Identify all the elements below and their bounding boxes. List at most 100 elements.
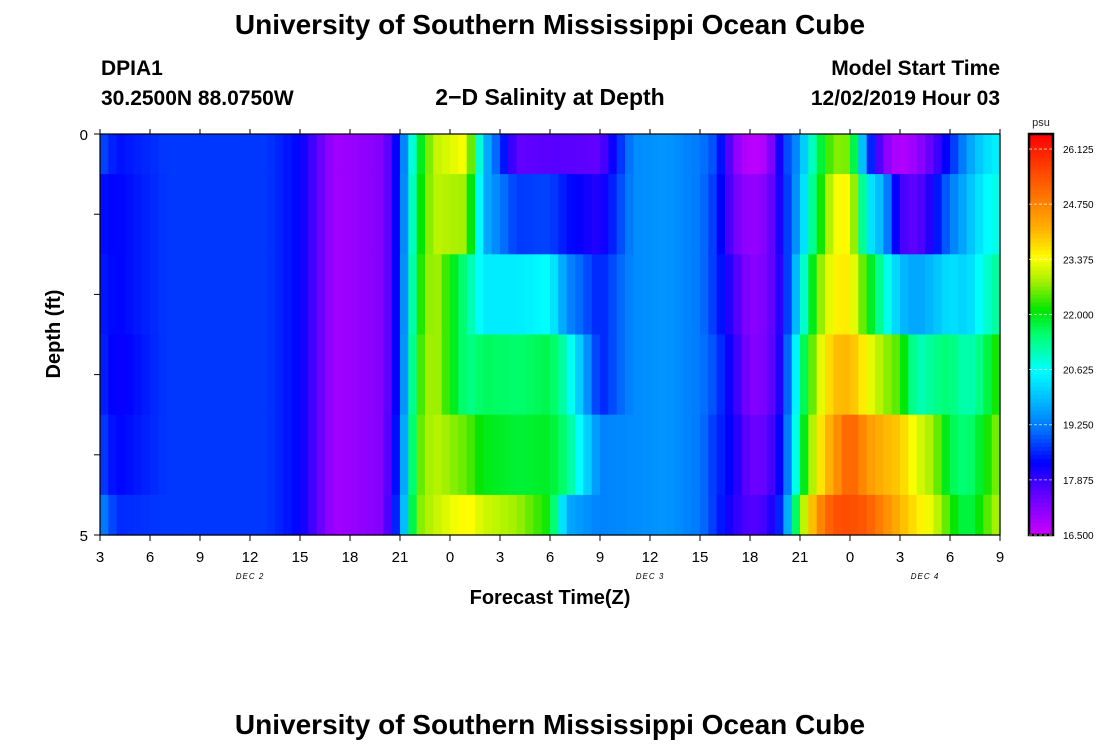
heatmap-cell (491, 134, 501, 175)
heatmap-cell (458, 254, 468, 336)
heatmap-cell (208, 254, 218, 336)
heatmap-cell (375, 254, 384, 336)
heatmap-cell (700, 174, 709, 255)
heatmap-cell (408, 254, 418, 336)
heatmap-cell (141, 254, 151, 336)
heatmap-cell (841, 334, 851, 416)
heatmap-cell (641, 334, 651, 416)
heatmap-cell (908, 414, 918, 496)
heatmap-cell (333, 174, 343, 255)
colorbar-swatch (1029, 526, 1053, 532)
heatmap-cell (625, 334, 634, 416)
heatmap-cell (758, 334, 768, 416)
heatmap-cell (816, 174, 826, 255)
heatmap-cell (466, 174, 476, 255)
heatmap-cell (933, 254, 943, 336)
heatmap-cell (750, 494, 759, 536)
heatmap-cell (450, 334, 459, 416)
heatmap-cell (433, 414, 443, 496)
heatmap-cell (566, 174, 576, 255)
colorbar-swatch (1029, 326, 1053, 332)
heatmap-cell (216, 174, 226, 255)
heatmap-cell (750, 174, 759, 255)
colorbar-swatch (1029, 502, 1053, 508)
colorbar-swatch (1029, 246, 1053, 251)
x-tick-label: 15 (692, 549, 709, 566)
colorbar-swatch (1029, 378, 1053, 384)
heatmap-cell (675, 494, 684, 536)
heatmap-cell (775, 134, 784, 175)
heatmap-cell (533, 254, 543, 336)
heatmap-cell (600, 134, 609, 175)
heatmap-cell (208, 174, 218, 255)
heatmap-cell (841, 494, 851, 536)
heatmap-cell (525, 174, 534, 255)
x-tick-label: 6 (146, 549, 154, 566)
heatmap-cell (216, 254, 226, 336)
heatmap-cell (666, 414, 676, 496)
heatmap-cell (633, 174, 643, 255)
heatmap-cell (500, 174, 509, 255)
heatmap-cell (691, 134, 701, 175)
heatmap-cell (258, 334, 268, 416)
heatmap-cell (908, 334, 918, 416)
heatmap-cell (250, 254, 259, 336)
heatmap-cell (566, 334, 576, 416)
heatmap-cell (241, 134, 251, 175)
colorbar-swatch (1029, 178, 1053, 183)
footer-title: University of Southern Mississippi Ocean… (234, 709, 866, 740)
heatmap-cell (933, 134, 943, 175)
heatmap-cell (950, 174, 959, 255)
heatmap-cell (575, 254, 584, 336)
heatmap-cell (883, 494, 893, 536)
heatmap-cell (316, 494, 326, 536)
x-tick-label: 9 (196, 549, 204, 566)
heatmap-cell (800, 254, 809, 336)
heatmap-cell (116, 334, 126, 416)
heatmap-cell (175, 334, 184, 416)
colorbar: psu 26.125 24.750 23.375 22.000 20.625 19.250… (1027, 117, 1094, 542)
heatmap-cell (108, 334, 118, 416)
colorbar-tick-label: 19.250 (1063, 421, 1094, 432)
heatmap-cell (208, 494, 218, 536)
heatmap-cell (908, 174, 918, 255)
heatmap-cell (566, 254, 576, 336)
heatmap-cell (500, 494, 509, 536)
heatmap-cell (683, 134, 693, 175)
heatmap-cell (283, 334, 293, 416)
heatmap-cell (175, 494, 184, 536)
heatmap-cell (758, 134, 768, 175)
heatmap-cell (891, 494, 901, 536)
heatmap-cell (591, 414, 601, 496)
heatmap-cell (450, 254, 459, 336)
heatmap-cell (875, 254, 884, 336)
heatmap-cell (400, 494, 409, 536)
heatmap-cell (808, 414, 818, 496)
colorbar-swatch (1029, 490, 1053, 496)
heatmap-cell (433, 174, 443, 255)
heatmap-cell (783, 134, 793, 175)
heatmap-cell (933, 334, 943, 416)
heatmap-cell (283, 174, 293, 255)
heatmap-cell (150, 334, 159, 416)
heatmap-cell (591, 494, 601, 536)
colorbar-tick-label: 20.625 (1063, 366, 1094, 377)
heatmap-cell (300, 494, 309, 536)
heatmap-cell (558, 334, 568, 416)
heatmap-cell (541, 494, 551, 536)
colorbar-swatch (1029, 302, 1053, 308)
heatmap-cell (250, 494, 259, 536)
heatmap-cell (383, 334, 393, 416)
heatmap-cell (308, 334, 318, 416)
heatmap-cell (850, 174, 859, 255)
colorbar-swatch (1029, 150, 1053, 155)
heatmap-cell (891, 414, 901, 496)
heatmap-cell (883, 174, 893, 255)
heatmap-cell (233, 334, 243, 416)
heatmap-cell (783, 174, 793, 255)
heatmap-cell (933, 414, 943, 496)
heatmap-cell (291, 254, 301, 336)
x-tick-label: 6 (946, 549, 954, 566)
y-tick-label: 0 (80, 127, 88, 144)
